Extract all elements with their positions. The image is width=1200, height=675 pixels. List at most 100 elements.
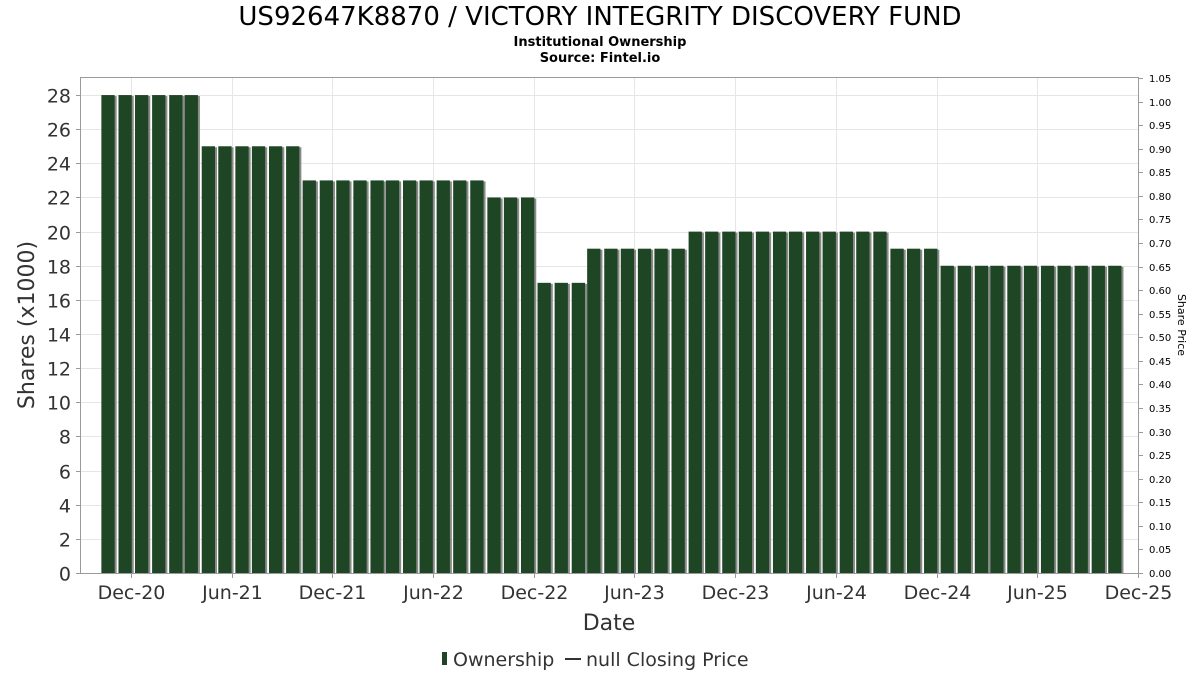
x-tick-label: Jun-21 bbox=[201, 582, 263, 604]
y2-tick-label: 0.90 bbox=[1149, 145, 1171, 156]
y-tick-label: 10 bbox=[47, 393, 71, 415]
plot-area-border bbox=[80, 77, 1139, 574]
y2-tick-label: 0.35 bbox=[1149, 404, 1171, 415]
chart-source: Source: Fintel.io bbox=[539, 51, 661, 66]
legend-ownership-label: Ownership bbox=[453, 649, 554, 671]
ownership-bar bbox=[101, 95, 115, 573]
x-tick-label: Dec-24 bbox=[904, 582, 972, 604]
ownership-bar bbox=[705, 231, 719, 573]
ownership-bar bbox=[1040, 265, 1055, 573]
chart-title: US92647K8870 / VICTORY INTEGRITY DISCOVE… bbox=[238, 2, 962, 32]
ownership-bar bbox=[637, 248, 652, 574]
y-tick-label: 16 bbox=[47, 291, 71, 313]
y2-axis-label: Share Price bbox=[1175, 294, 1188, 356]
ownership-bar bbox=[1074, 265, 1088, 573]
x-axis: Dec-20 Jun-21 Dec-21 Jun-22 Dec-22 Jun-23 Dec-… bbox=[98, 573, 1173, 604]
chart-subtitle: Institutional Ownership bbox=[513, 35, 687, 50]
ownership-bar bbox=[385, 180, 400, 573]
ownership-bar bbox=[251, 146, 266, 573]
ownership-bar bbox=[135, 95, 149, 573]
ownership-bar bbox=[169, 95, 183, 573]
ownership-bar bbox=[772, 231, 787, 573]
y-axis-label: Shares (x1000) bbox=[15, 241, 40, 409]
bars bbox=[101, 95, 1124, 574]
y-tick-label: 12 bbox=[47, 359, 71, 381]
y2-tick-label: 1.05 bbox=[1149, 74, 1171, 85]
x-axis-label: Date bbox=[583, 611, 636, 636]
y-tick-label: 28 bbox=[47, 86, 71, 108]
ownership-bar bbox=[470, 180, 484, 573]
ownership-bar bbox=[873, 231, 887, 573]
y2-tick-label: 1.00 bbox=[1149, 98, 1171, 109]
ownership-bar bbox=[1007, 265, 1021, 573]
ownership-bar bbox=[806, 231, 820, 573]
ownership-bar bbox=[890, 248, 904, 574]
y-tick-label: 20 bbox=[47, 223, 71, 245]
ownership-bar bbox=[1091, 265, 1105, 573]
legend: Ownership null Closing Price bbox=[442, 649, 749, 671]
y2-tick-label: 0.00 bbox=[1149, 569, 1171, 580]
ownership-bar bbox=[671, 248, 685, 574]
ownership-bar bbox=[487, 197, 501, 573]
ownership-bar bbox=[604, 248, 618, 574]
y2-tick-label: 0.45 bbox=[1149, 357, 1171, 368]
ownership-bar bbox=[856, 231, 870, 573]
y-tick-label: 0 bbox=[59, 564, 71, 586]
y2-tick-label: 0.80 bbox=[1149, 192, 1171, 203]
y2-tick-label: 0.15 bbox=[1149, 498, 1171, 509]
ownership-bar bbox=[268, 146, 283, 573]
ownership-bar bbox=[940, 265, 954, 573]
ownership-bar bbox=[571, 282, 585, 573]
ownership-bar bbox=[906, 248, 921, 574]
ownership-bar bbox=[503, 197, 518, 573]
y2-tick-label: 0.10 bbox=[1149, 522, 1171, 533]
ownership-bar bbox=[1108, 265, 1122, 573]
ownership-bar bbox=[520, 197, 535, 573]
ownership-bar bbox=[302, 180, 316, 573]
ownership-bar bbox=[924, 248, 938, 574]
ownership-bar bbox=[587, 248, 601, 574]
ownership-bar bbox=[788, 231, 803, 573]
y-tick-label: 6 bbox=[59, 462, 71, 484]
ownership-bar bbox=[370, 180, 384, 573]
ownership-bar bbox=[402, 180, 417, 573]
ownership-bar bbox=[319, 180, 334, 573]
y-tick-label: 2 bbox=[59, 530, 71, 552]
ownership-bar bbox=[990, 265, 1004, 573]
y2-tick-label: 0.95 bbox=[1149, 121, 1171, 132]
ownership-bar bbox=[436, 180, 450, 573]
x-tick-label: Dec-21 bbox=[299, 582, 367, 604]
ownership-bar bbox=[755, 231, 770, 573]
x-tick-label: Jun-25 bbox=[1006, 582, 1068, 604]
y2-tick-label: 0.75 bbox=[1149, 215, 1171, 226]
y-tick-label: 8 bbox=[59, 427, 71, 449]
y-tick-label: 26 bbox=[47, 120, 71, 142]
x-tick-label: Dec-20 bbox=[98, 582, 166, 604]
y-tick-label: 22 bbox=[47, 188, 71, 210]
y-tick-label: 24 bbox=[47, 154, 71, 176]
y-tick-label: 14 bbox=[47, 325, 71, 347]
y2-tick-label: 0.70 bbox=[1149, 239, 1171, 250]
x-tick-label: Jun-23 bbox=[603, 582, 665, 604]
ownership-bar bbox=[1057, 265, 1071, 573]
ownership-bar bbox=[822, 231, 836, 573]
legend-price-label: null Closing Price bbox=[586, 649, 749, 671]
ownership-bar bbox=[336, 180, 350, 573]
y2-tick-label: 0.20 bbox=[1149, 475, 1171, 486]
y2-tick-label: 0.60 bbox=[1149, 286, 1171, 297]
ownership-bar bbox=[453, 180, 467, 573]
ownership-bar bbox=[1023, 265, 1038, 573]
legend-ownership-swatch bbox=[442, 652, 447, 665]
ownership-bar bbox=[722, 231, 736, 573]
ownership-bar bbox=[118, 95, 132, 573]
y2-tick-label: 0.25 bbox=[1149, 451, 1171, 462]
y2-tick-label: 0.55 bbox=[1149, 310, 1171, 321]
ownership-bar bbox=[419, 180, 433, 573]
ownership-bar bbox=[537, 282, 551, 573]
ownership-bar bbox=[620, 248, 635, 574]
y2-tick-label: 0.40 bbox=[1149, 380, 1171, 391]
x-tick-label: Dec-25 bbox=[1105, 582, 1173, 604]
x-tick-label: Dec-22 bbox=[501, 582, 569, 604]
y-tick-label: 18 bbox=[47, 257, 71, 279]
